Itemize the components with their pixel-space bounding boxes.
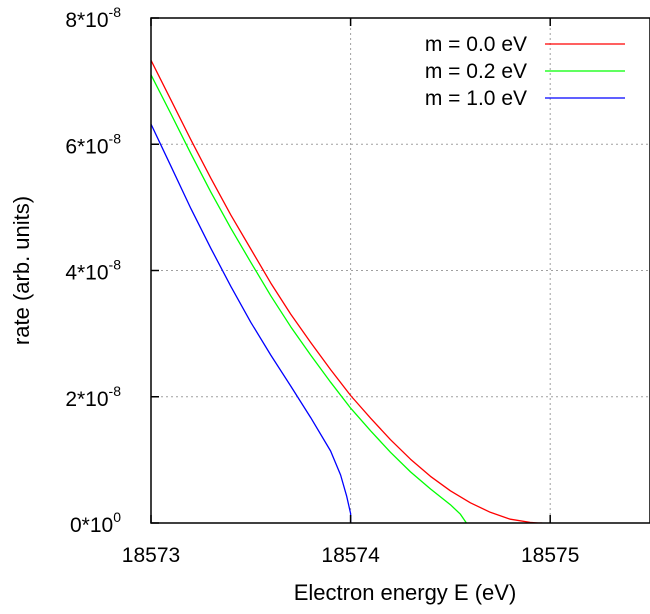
y-tick-exponent: -8: [109, 4, 122, 20]
legend-label: m = 0.0 eV: [425, 33, 527, 56]
plot-frame: [150, 17, 650, 524]
legend-label: m = 1.0 eV: [425, 87, 527, 110]
grid-lines: [151, 18, 650, 523]
y-tick-label: 4*10-8: [65, 257, 121, 285]
x-tick-label: 18574: [321, 544, 380, 567]
y-tick-exponent: -8: [109, 383, 122, 399]
y-tick-label: 0*100: [70, 509, 121, 537]
y-tick-mantissa: 8*10: [65, 9, 108, 32]
axis-ticks: 18573 18574 185750*1002*10-84*10-86*10-88*…: [65, 4, 579, 567]
y-tick-mantissa: 2*10: [65, 388, 108, 411]
x-axis-label: Electron energy E (eV): [294, 580, 517, 605]
y-tick-exponent: -8: [109, 130, 122, 146]
y-tick-exponent: 0: [113, 509, 121, 525]
series-line-1: [151, 74, 467, 523]
y-tick-label: 8*10-8: [65, 4, 121, 32]
y-tick-mantissa: 6*10: [65, 135, 108, 158]
x-tick-label: 18575: [521, 544, 579, 567]
y-tick-mantissa: 4*10: [65, 262, 108, 285]
y-tick-mantissa: 0*10: [70, 514, 113, 537]
series-lines: [151, 60, 543, 523]
series-line-2: [151, 123, 352, 523]
y-tick-exponent: -8: [109, 257, 122, 273]
y-tick-label: 2*10-8: [65, 383, 121, 411]
series-line-0: [151, 60, 543, 523]
x-tick-label: 18573: [122, 544, 180, 567]
legend-label: m = 0.2 eV: [425, 60, 527, 83]
legend: m = 0.0 eV m = 0.2 eV m = 1.0 eV: [425, 33, 625, 110]
y-axis-label: rate (arb. units): [9, 196, 34, 345]
y-tick-label: 6*10-8: [65, 130, 121, 158]
